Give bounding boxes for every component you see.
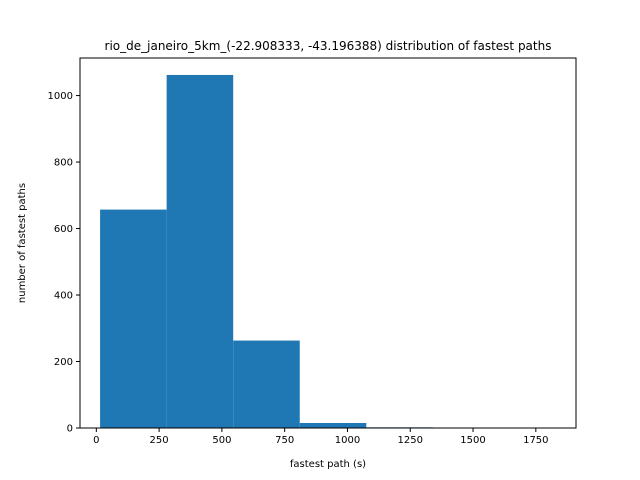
- histogram-bar-1: [100, 209, 167, 428]
- x-tick-label: 500: [212, 435, 231, 446]
- chart-title: rio_de_janeiro_5km_(-22.908333, -43.1963…: [105, 39, 552, 53]
- x-tick-label: 0: [93, 435, 99, 446]
- x-tick-label: 1250: [398, 435, 423, 446]
- bars-group: [100, 74, 566, 429]
- x-axis-ticks: 0 250 500 750 1000 1250 1500 1750: [93, 428, 549, 446]
- x-tick-label: 1000: [335, 435, 360, 446]
- y-tick-label: 800: [54, 158, 73, 169]
- histogram-bar-2: [166, 74, 234, 429]
- histogram-bar-3: [233, 340, 300, 428]
- y-tick-label: 1000: [48, 91, 73, 102]
- histogram-bar-4: [299, 423, 367, 428]
- x-tick-label: 250: [150, 435, 169, 446]
- y-tick-label: 400: [54, 291, 73, 302]
- plot-frame: [79, 57, 577, 429]
- y-axis-ticks: 0 200 400 600 800 1000: [48, 91, 80, 435]
- x-tick-label: 750: [275, 435, 294, 446]
- x-tick-label: 1750: [523, 435, 548, 446]
- y-tick-label: 0: [67, 424, 73, 435]
- x-tick-label: 1500: [460, 435, 485, 446]
- y-tick-label: 200: [54, 357, 73, 368]
- y-axis-label: number of fastest paths: [17, 183, 28, 303]
- x-axis-label: fastest path (s): [290, 459, 366, 470]
- y-tick-label: 600: [54, 224, 73, 235]
